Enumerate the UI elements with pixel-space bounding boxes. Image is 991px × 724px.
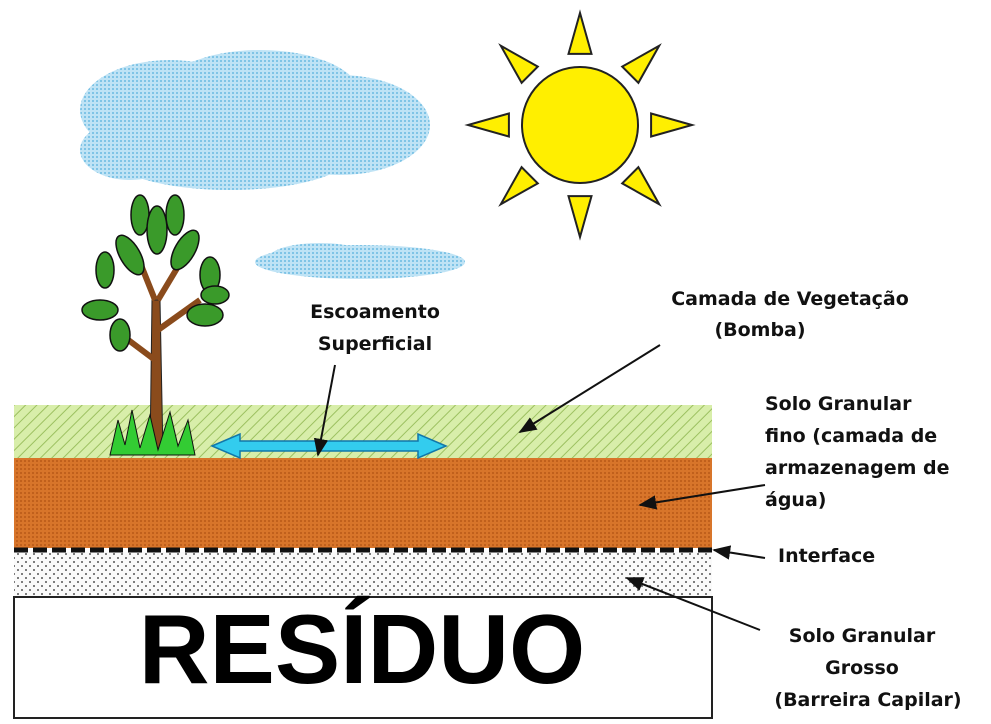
- waste-layer: [13, 596, 713, 719]
- label-line: Solo Granular: [765, 393, 912, 415]
- sun: [464, 9, 696, 241]
- runoff-arrow: [210, 432, 448, 460]
- coarse-soil-layer: [14, 552, 712, 597]
- label-line: água): [765, 489, 826, 511]
- sun-ray: [620, 43, 662, 85]
- label-line: Escoamento: [310, 301, 440, 323]
- cloud: [80, 50, 430, 190]
- pointer-arrows: [313, 344, 766, 631]
- sun-ray: [567, 195, 593, 241]
- cloud: [255, 243, 465, 279]
- sun-ray: [620, 165, 662, 207]
- label-line: fino (camada de: [765, 425, 937, 447]
- label-line: armazenagem de: [765, 457, 950, 479]
- label-line: Superficial: [318, 333, 432, 355]
- waste-label: RESÍDUO: [139, 594, 586, 704]
- sun-ray: [498, 43, 540, 85]
- label-line: (Barreira Capilar): [774, 689, 961, 711]
- sun-ray: [567, 9, 593, 55]
- label-line: Grosso: [825, 657, 899, 679]
- fine-soil-layer: [14, 458, 712, 548]
- label-line: (Bomba): [714, 319, 805, 341]
- label-line: Solo Granular: [789, 625, 936, 647]
- sun-ray: [650, 112, 696, 138]
- label-line: Interface: [778, 545, 875, 567]
- sun-ray: [464, 112, 510, 138]
- tree: [81, 194, 230, 456]
- label-line: Camada de Vegetação: [671, 288, 909, 310]
- sun-ray: [498, 165, 540, 207]
